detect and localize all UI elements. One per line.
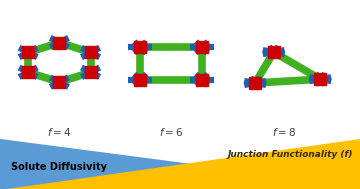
Text: Junction Functionality (f): Junction Functionality (f) (227, 149, 353, 159)
Text: Solute Diffusivity: Solute Diffusivity (11, 162, 107, 172)
Text: $f = 6$: $f = 6$ (159, 126, 183, 138)
Text: $f = 4$: $f = 4$ (47, 126, 72, 138)
Text: $f = 8$: $f = 8$ (272, 126, 297, 138)
Polygon shape (7, 139, 360, 189)
Polygon shape (0, 139, 360, 189)
